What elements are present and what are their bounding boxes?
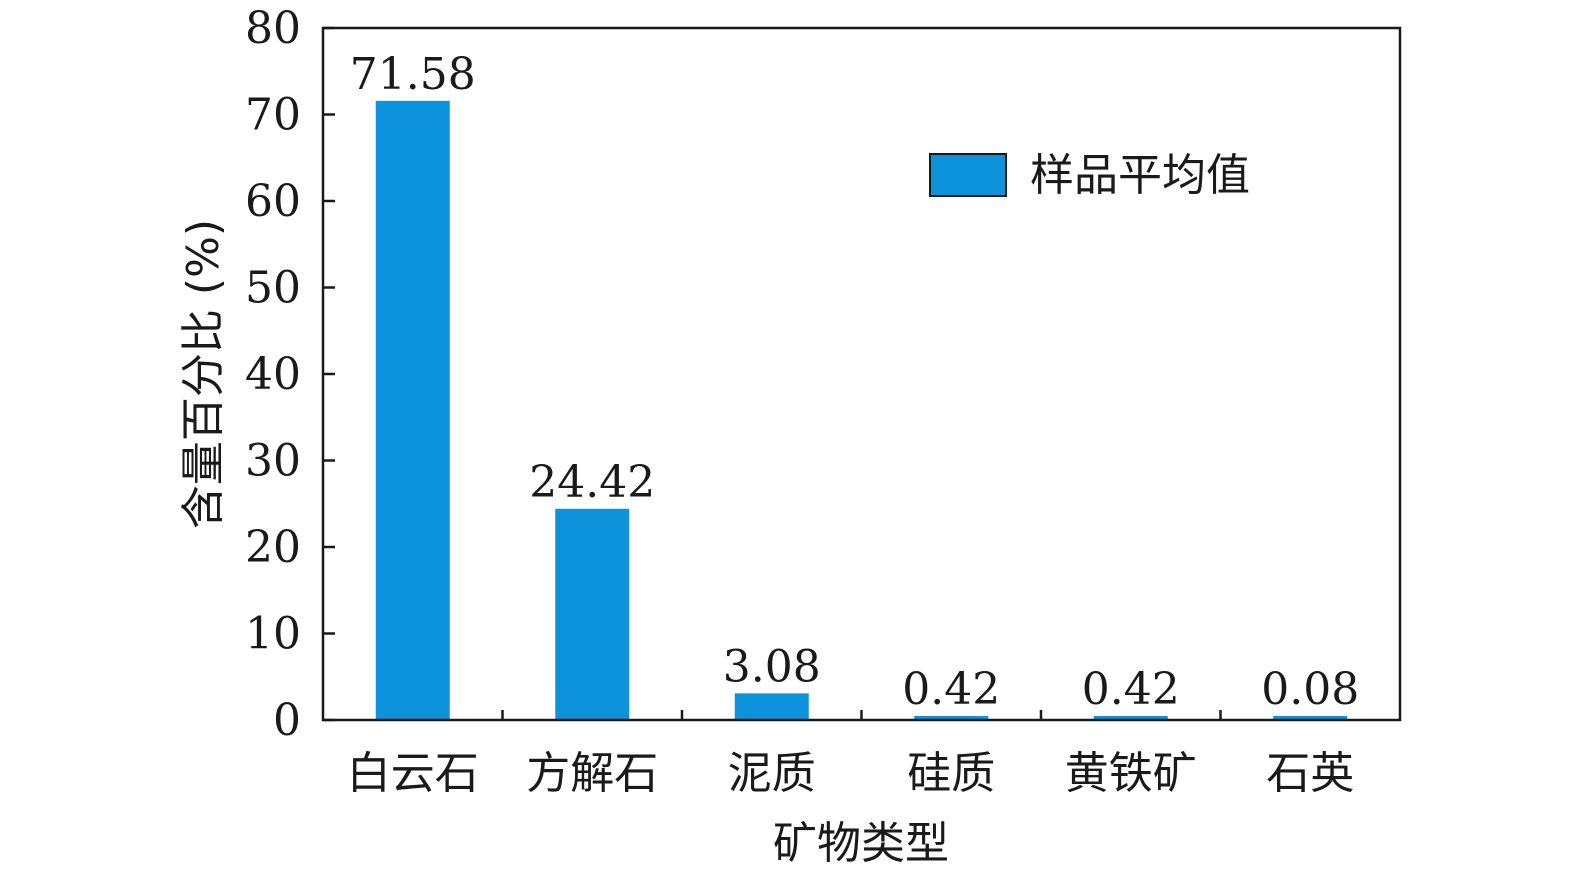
legend: 样品平均值 xyxy=(929,150,1250,201)
category-labels: 白云石 方解石 泥质 硅质 黄铁矿 石英 xyxy=(347,748,1355,799)
x-axis-title: 矿物类型 xyxy=(773,818,949,869)
bar-6 xyxy=(1273,716,1348,720)
data-label-1: 71.58 xyxy=(350,49,476,100)
plot-area-frame xyxy=(321,26,1402,722)
y-axis-title: 含量百分比 (%) xyxy=(178,219,229,529)
bar-3 xyxy=(734,693,809,720)
data-label-5: 0.42 xyxy=(1082,664,1180,715)
y-tick-label: 80 xyxy=(245,3,301,54)
data-label-3: 3.08 xyxy=(723,641,821,692)
y-tick-label: 70 xyxy=(245,90,301,141)
x-axis-ticks xyxy=(501,710,1222,720)
data-labels: 71.58 24.42 3.08 0.42 0.42 0.08 xyxy=(350,49,1359,715)
y-tick-label: 0 xyxy=(273,695,301,746)
data-label-4: 0.42 xyxy=(902,664,1000,715)
legend-label: 样品平均值 xyxy=(1030,150,1250,201)
y-tick-label: 10 xyxy=(245,609,301,660)
data-label-2: 24.42 xyxy=(529,457,655,508)
y-tick-label: 40 xyxy=(245,349,301,400)
category-label-2: 方解石 xyxy=(526,748,658,799)
y-tick-label: 20 xyxy=(245,522,301,573)
bar-4 xyxy=(914,716,989,720)
category-label-3: 泥质 xyxy=(728,748,816,799)
y-tick-label: 30 xyxy=(245,436,301,487)
category-label-6: 石英 xyxy=(1266,748,1354,799)
category-label-5: 黄铁矿 xyxy=(1065,748,1197,799)
bar-1 xyxy=(375,100,450,720)
category-label-4: 硅质 xyxy=(907,748,995,799)
category-label-1: 白云石 xyxy=(347,748,479,799)
y-axis-ticks: 0 10 20 30 40 50 60 70 80 xyxy=(245,3,335,746)
bar-series xyxy=(375,100,1348,720)
bar-5 xyxy=(1093,716,1168,720)
data-label-6: 0.08 xyxy=(1261,664,1359,715)
legend-swatch xyxy=(929,153,1007,197)
y-tick-label: 50 xyxy=(245,263,301,314)
bar-2 xyxy=(555,508,630,720)
y-tick-label: 60 xyxy=(245,176,301,227)
